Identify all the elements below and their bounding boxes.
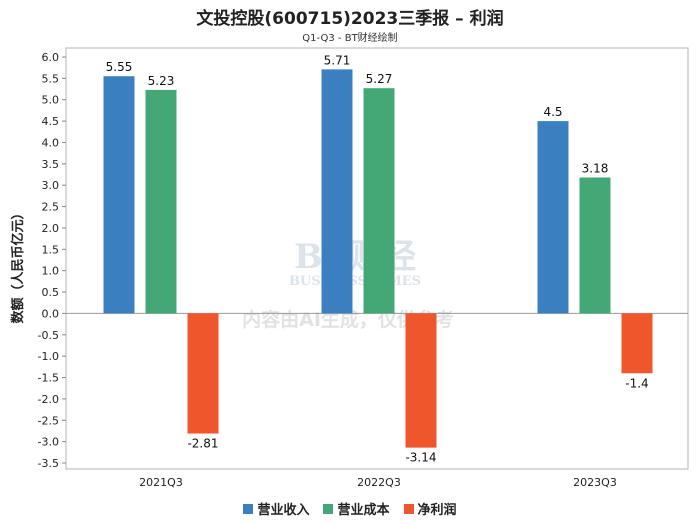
y-tick-label: 0.0 (42, 307, 60, 320)
y-tick-label: 3.0 (42, 179, 60, 192)
plot-area (65, 47, 689, 470)
y-tick-label: -3.5 (38, 457, 59, 470)
legend: 营业收入 营业成本 净利润 (0, 499, 700, 518)
bar (145, 89, 177, 314)
y-axis: 6.0 5.5 5.0 4.5 4.0 3.5 3.0 2.5 2.0 1.5 1.0 0.5 0.0 -… (38, 51, 688, 470)
bar (321, 69, 353, 314)
bar (103, 76, 135, 314)
y-tick-label: 2.0 (42, 222, 60, 235)
legend-item: 净利润 (403, 499, 457, 518)
x-axis: 2021Q3 2022Q3 2023Q3 (139, 476, 617, 489)
bar (537, 121, 569, 314)
bar (363, 88, 395, 314)
legend-label: 营业收入 (257, 503, 310, 518)
data-label: 5.71 (324, 53, 351, 67)
y-tick-label: 5.0 (42, 94, 60, 107)
y-tick-label: -3.0 (38, 436, 59, 449)
data-label: 5.55 (106, 60, 133, 74)
x-tick-label: 2022Q3 (357, 476, 401, 489)
bars: 5.55 5.23 -2.81 5.71 5.27 -3.14 4.5 3.18 -1.4 (103, 53, 653, 465)
bar (621, 313, 653, 374)
data-label: -3.14 (405, 451, 436, 465)
legend-swatch (323, 503, 334, 514)
y-tick-label: 4.5 (42, 115, 60, 128)
y-tick-label: -2.0 (38, 393, 59, 406)
legend-swatch (243, 503, 254, 514)
y-tick-label: 6.0 (42, 51, 60, 64)
x-tick-label: 2021Q3 (139, 476, 183, 489)
bar (187, 313, 219, 434)
bar (579, 177, 611, 314)
chart-title: 文投控股(600715)2023三季报 – 利润 (196, 9, 504, 29)
data-label: 5.27 (366, 72, 393, 86)
data-label: -2.81 (187, 437, 218, 451)
y-axis-label: 数额（人民币亿元） (10, 206, 26, 323)
x-tick-label: 2023Q3 (573, 476, 617, 489)
y-tick-label: -2.5 (38, 414, 59, 427)
y-tick-label: 3.5 (42, 158, 60, 171)
data-label: 3.18 (582, 162, 609, 176)
watermark-brand-en: BUSINESS TIMES (289, 274, 421, 289)
y-tick-label: -0.5 (38, 329, 59, 342)
legend-item: 营业成本 (323, 499, 390, 518)
data-label: 5.23 (148, 74, 175, 88)
y-tick-label: 0.5 (42, 286, 60, 299)
legend-label: 营业成本 (337, 503, 390, 518)
y-tick-label: 1.5 (42, 243, 60, 256)
legend-item: 营业收入 (243, 499, 309, 518)
y-tick-label: -1.0 (38, 350, 59, 363)
data-label: -1.4 (625, 376, 648, 390)
watermark-brand: BT财经 (294, 237, 416, 277)
y-tick-label: 4.0 (42, 136, 60, 149)
bar (405, 313, 437, 448)
y-tick-label: 1.0 (42, 265, 60, 278)
legend-swatch (403, 503, 414, 514)
y-tick-label: -1.5 (38, 372, 59, 385)
y-tick-label: 5.5 (42, 72, 60, 85)
legend-label: 净利润 (417, 503, 457, 518)
chart-subtitle: Q1-Q3 - BT财经绘制 (302, 33, 398, 44)
y-tick-label: 2.5 (42, 201, 60, 214)
data-label: 4.5 (543, 105, 562, 119)
